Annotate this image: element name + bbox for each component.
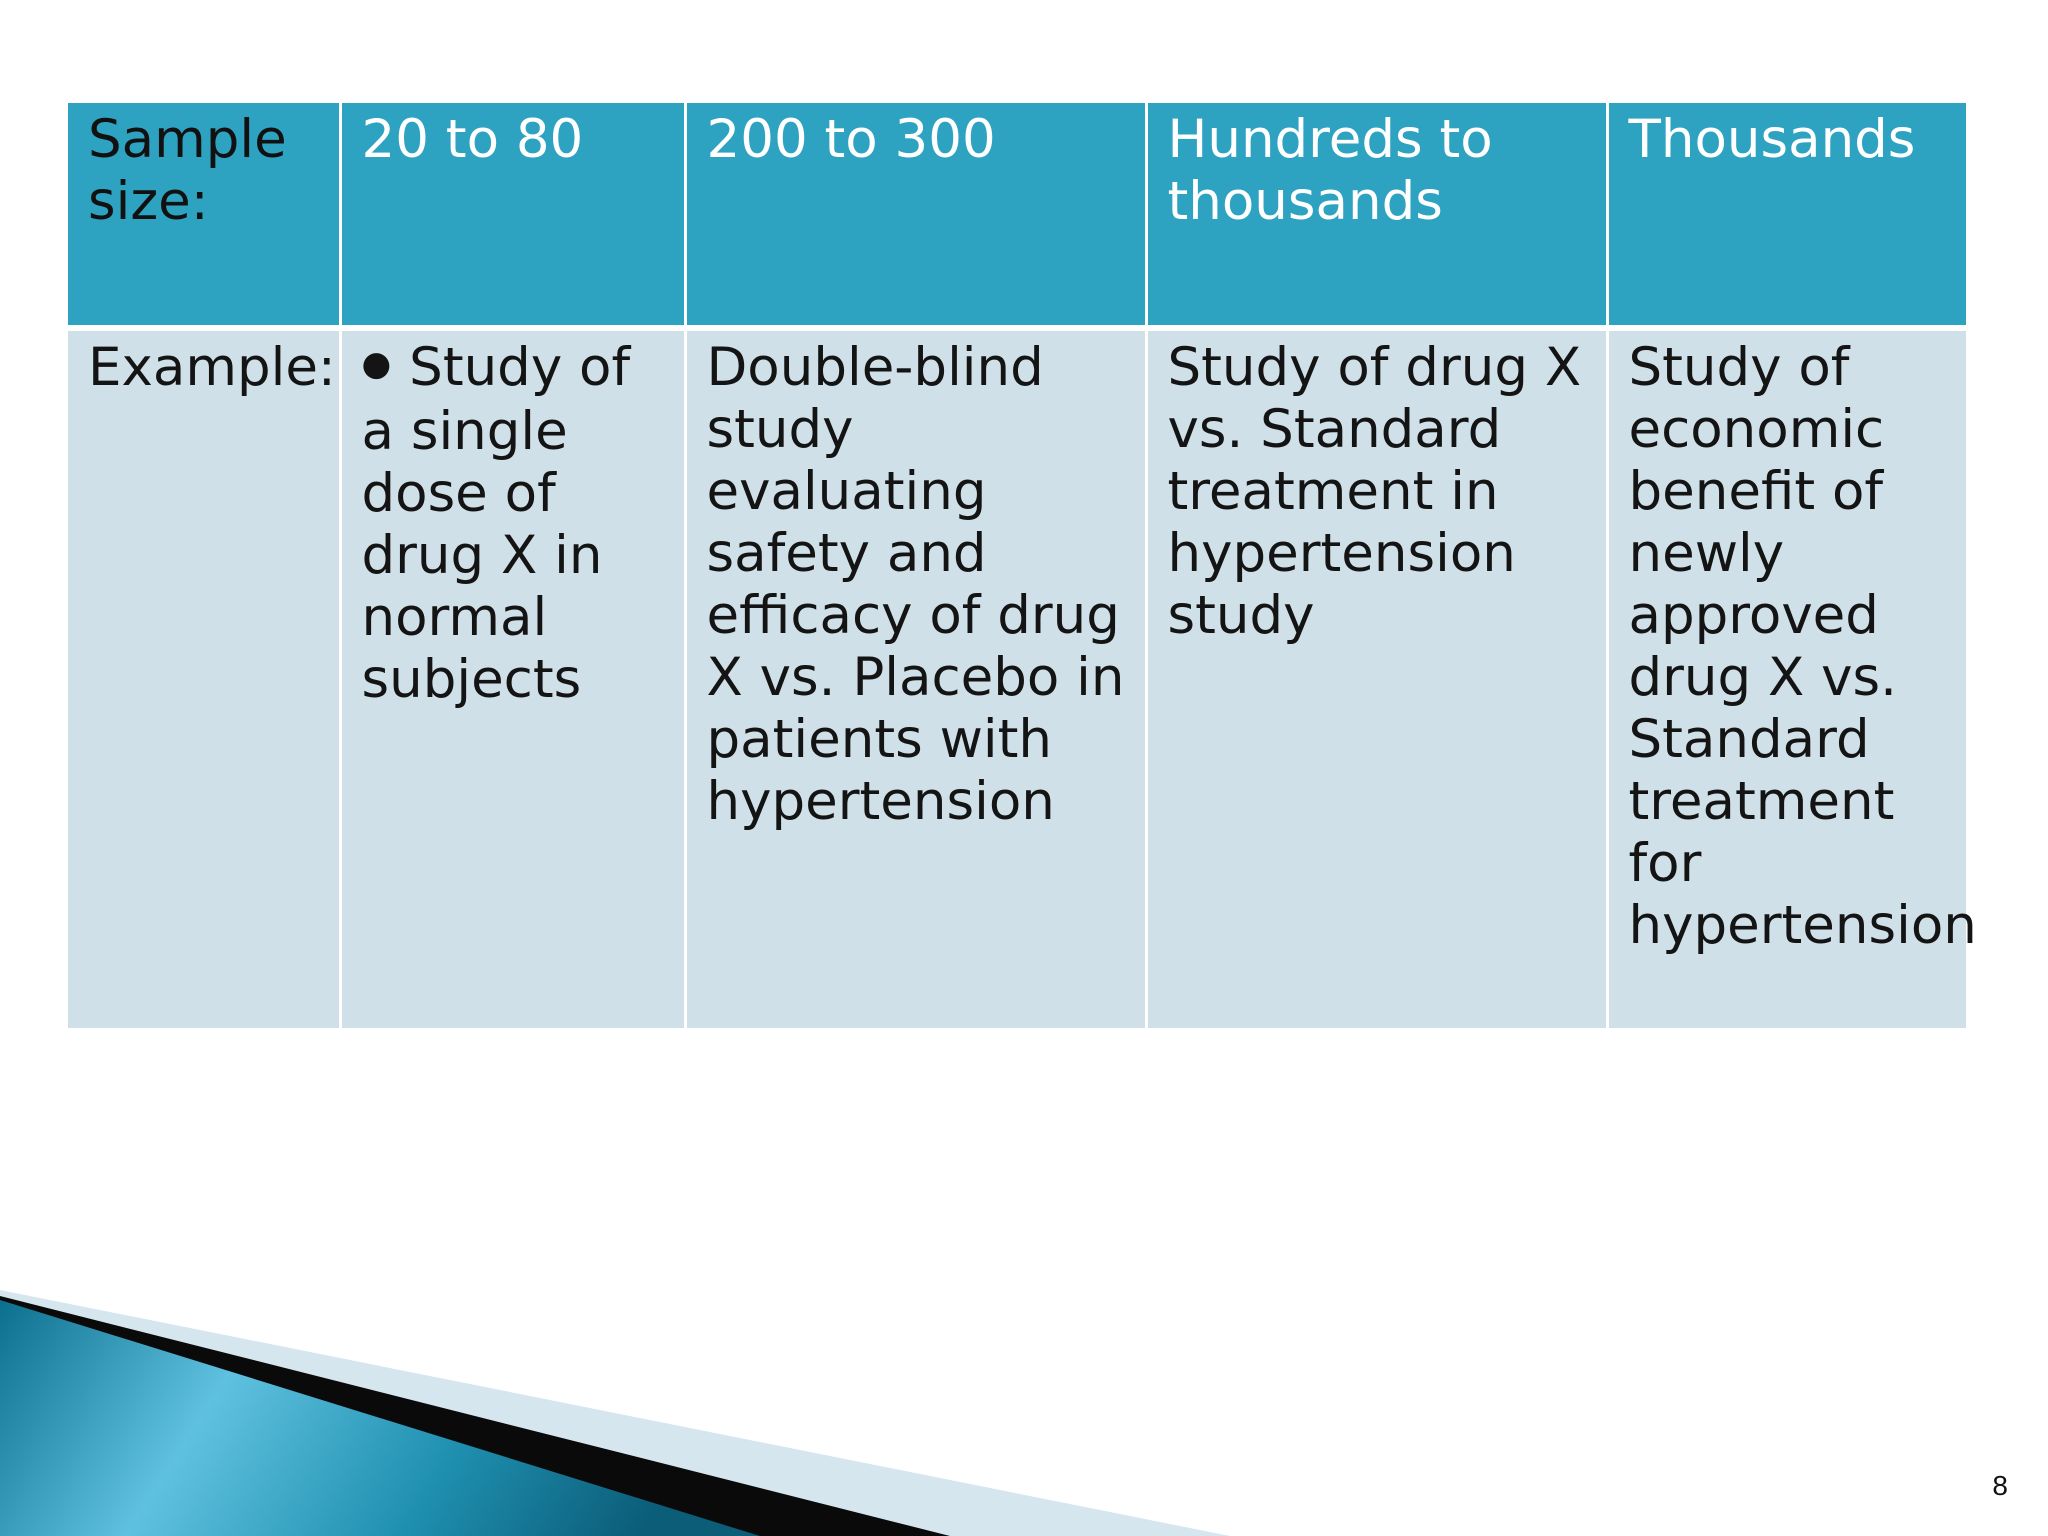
example-text-phase-1: Study of a single dose of drug X in norm… bbox=[361, 337, 631, 711]
trial-phases-table: Sample size: 20 to 80 200 to 300 Hundred… bbox=[68, 103, 1977, 1028]
sample-size-row: Sample size: 20 to 80 200 to 300 Hundred… bbox=[68, 103, 1966, 331]
header-cell-phase-1: 20 to 80 bbox=[338, 103, 687, 331]
header-cell-phase-2: 200 to 300 bbox=[683, 103, 1148, 331]
example-row: Example: ● Study of a single dose of drug… bbox=[68, 328, 1977, 1028]
sample-size-label: Sample size: bbox=[68, 103, 342, 331]
example-cell-phase-3: Study of drug X vs. Standard treatment i… bbox=[1144, 328, 1609, 1028]
example-label: Example: bbox=[68, 328, 342, 1028]
bullet-dot-icon: ● bbox=[361, 344, 392, 385]
header-cell-phase-4: Thousands bbox=[1605, 103, 1966, 331]
example-cell-phase-2: Double-blind study evaluating safety and… bbox=[683, 328, 1148, 1028]
page-number: 8 bbox=[1992, 1470, 2008, 1501]
swoosh-blue-band bbox=[0, 1300, 760, 1536]
example-cell-phase-1: ● Study of a single dose of drug X in nor… bbox=[338, 328, 687, 1028]
header-cell-phase-3: Hundreds to thousands bbox=[1144, 103, 1609, 331]
example-cell-phase-4: Study of economic benefit of newly appro… bbox=[1605, 328, 1977, 1028]
